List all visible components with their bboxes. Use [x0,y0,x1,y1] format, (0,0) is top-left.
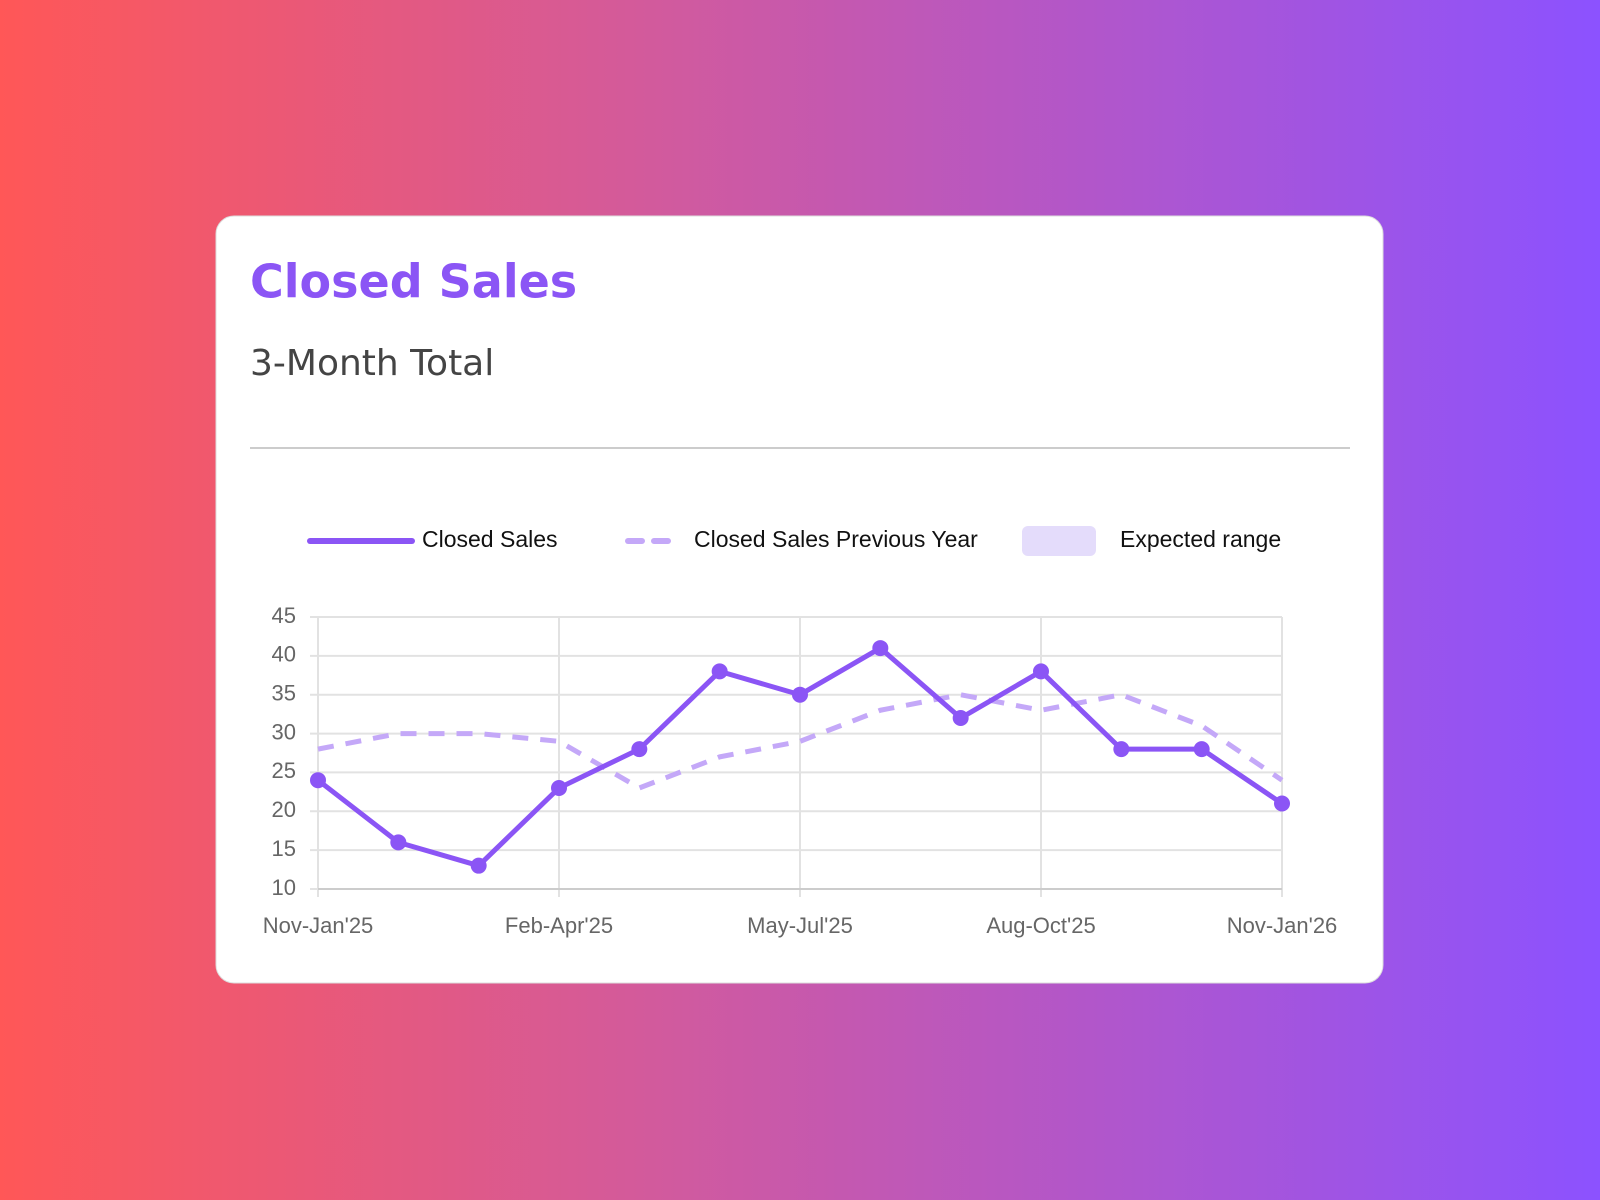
y-tick-label: 40 [272,642,296,667]
y-tick-label: 35 [272,681,296,706]
y-tick-label: 30 [272,719,296,744]
point [310,772,326,789]
point [631,741,648,758]
legend-label: Closed Sales Previous Year [694,526,978,552]
legend-swatch [1022,526,1096,556]
point [1033,663,1049,680]
x-tick-label: Nov-Jan'26 [1227,913,1338,938]
y-tick-label: 20 [272,797,296,822]
point [1193,741,1210,758]
y-tick-label: 15 [272,836,296,861]
legend-label: Closed Sales [422,526,558,552]
chart-title: Closed Sales [250,255,577,309]
point [1274,795,1290,812]
y-tick-label: 45 [272,603,296,628]
point [952,710,969,727]
point [390,834,407,851]
legend-label: Expected range [1120,526,1281,552]
x-tick-label: Aug-Oct'25 [986,913,1095,938]
x-tick-label: Nov-Jan'25 [263,913,374,938]
x-tick-label: May-Jul'25 [747,913,853,938]
point [711,663,728,680]
x-tick-label: Feb-Apr'25 [505,913,613,938]
y-tick-label: 10 [272,875,296,900]
chart-subtitle: 3-Month Total [250,343,494,384]
point [551,779,567,796]
point [872,640,889,657]
point [1113,741,1130,758]
point [470,857,487,874]
card [215,215,1384,984]
y-tick-label: 25 [272,758,296,783]
point [792,686,808,703]
